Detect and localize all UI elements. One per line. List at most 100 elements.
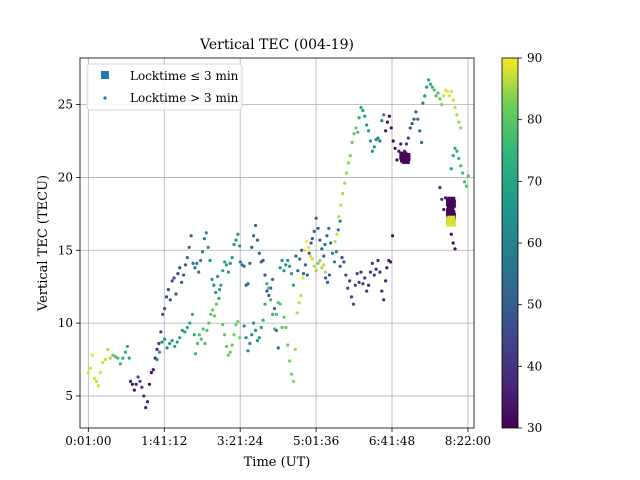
x-axis-label: Time (UT)	[244, 455, 311, 470]
data-point	[284, 263, 288, 267]
x-tick-label: 8:22:00	[445, 434, 491, 448]
data-point	[348, 279, 352, 283]
data-point	[252, 234, 256, 238]
data-point	[170, 279, 174, 283]
data-point	[378, 139, 382, 143]
data-point	[353, 283, 357, 287]
data-point	[163, 306, 167, 311]
data-point	[164, 295, 169, 299]
data-point	[212, 283, 216, 287]
data-point	[206, 245, 210, 249]
data-point	[165, 346, 169, 350]
data-point	[108, 356, 112, 360]
data-point	[202, 237, 206, 241]
data-point	[289, 271, 294, 276]
data-point	[457, 156, 461, 161]
data-point	[174, 292, 178, 296]
data-point	[168, 341, 172, 346]
data-point	[132, 388, 136, 392]
y-tick-label: 15	[58, 243, 73, 257]
data-point	[299, 293, 303, 298]
data-point	[185, 325, 189, 330]
data-point	[376, 258, 380, 263]
y-tick-label: 20	[58, 170, 73, 184]
data-point	[309, 241, 313, 245]
data-point	[142, 394, 146, 398]
data-point	[370, 149, 374, 153]
data-point	[166, 288, 170, 292]
data-point	[314, 269, 318, 273]
data-point	[344, 273, 348, 277]
data-point	[419, 140, 424, 145]
data-point	[339, 203, 343, 207]
data-point	[191, 261, 195, 265]
data-point	[296, 269, 300, 273]
data-point	[265, 289, 269, 293]
data-point	[204, 231, 208, 235]
data-point	[232, 242, 236, 247]
data-point	[341, 191, 345, 196]
data-point	[305, 273, 309, 277]
data-point	[316, 261, 320, 265]
data-point	[395, 158, 399, 162]
data-point	[361, 108, 365, 113]
colorbar-tick-label: 60	[527, 236, 542, 250]
data-point	[217, 296, 221, 300]
data-point	[255, 238, 260, 242]
data-point	[451, 98, 455, 102]
data-point	[462, 180, 467, 184]
data-point	[188, 321, 192, 325]
data-point	[128, 379, 133, 383]
data-point	[324, 270, 328, 274]
data-point	[210, 277, 214, 282]
data-point	[270, 312, 275, 316]
data-point	[226, 270, 230, 274]
data-point	[348, 153, 352, 158]
data-point	[123, 350, 128, 354]
data-point	[380, 289, 384, 293]
data-point	[303, 263, 308, 267]
data-point	[334, 250, 338, 254]
data-point	[346, 161, 350, 165]
data-point	[242, 264, 246, 268]
data-point	[155, 357, 159, 362]
data-point	[352, 132, 356, 136]
data-point	[222, 333, 227, 337]
x-tick-label: 6:41:48	[369, 434, 415, 448]
data-point	[214, 302, 218, 306]
data-point	[410, 121, 414, 126]
data-points	[86, 78, 470, 410]
data-point	[272, 327, 277, 331]
data-point	[217, 288, 222, 292]
data-point	[346, 286, 350, 290]
plot-border	[79, 57, 475, 429]
data-point	[94, 379, 99, 383]
data-point	[298, 257, 302, 261]
data-point	[180, 328, 184, 333]
data-point	[284, 325, 288, 330]
data-point	[155, 347, 159, 351]
data-point	[151, 368, 155, 372]
data-point	[92, 376, 96, 381]
data-point	[337, 215, 341, 219]
data-point	[263, 302, 267, 306]
data-point	[421, 101, 425, 105]
data-point	[238, 244, 242, 248]
colorbar: 30 40 50 60 70 80 90	[501, 51, 542, 435]
data-point	[322, 254, 326, 258]
data-point	[111, 353, 115, 357]
data-point	[280, 258, 284, 263]
data-point	[461, 171, 465, 175]
data-point-square	[447, 199, 456, 208]
data-point	[248, 261, 252, 265]
data-point	[236, 232, 240, 236]
data-point	[316, 226, 320, 231]
data-point	[445, 89, 450, 94]
data-point	[178, 336, 182, 340]
data-point	[282, 315, 286, 319]
data-point	[161, 312, 165, 316]
data-point	[205, 328, 209, 333]
x-axis: 0:01:00 1:41:12 3:21:24 5:01:36 6:41:48 8:22:…	[65, 428, 491, 448]
data-point	[330, 251, 335, 255]
